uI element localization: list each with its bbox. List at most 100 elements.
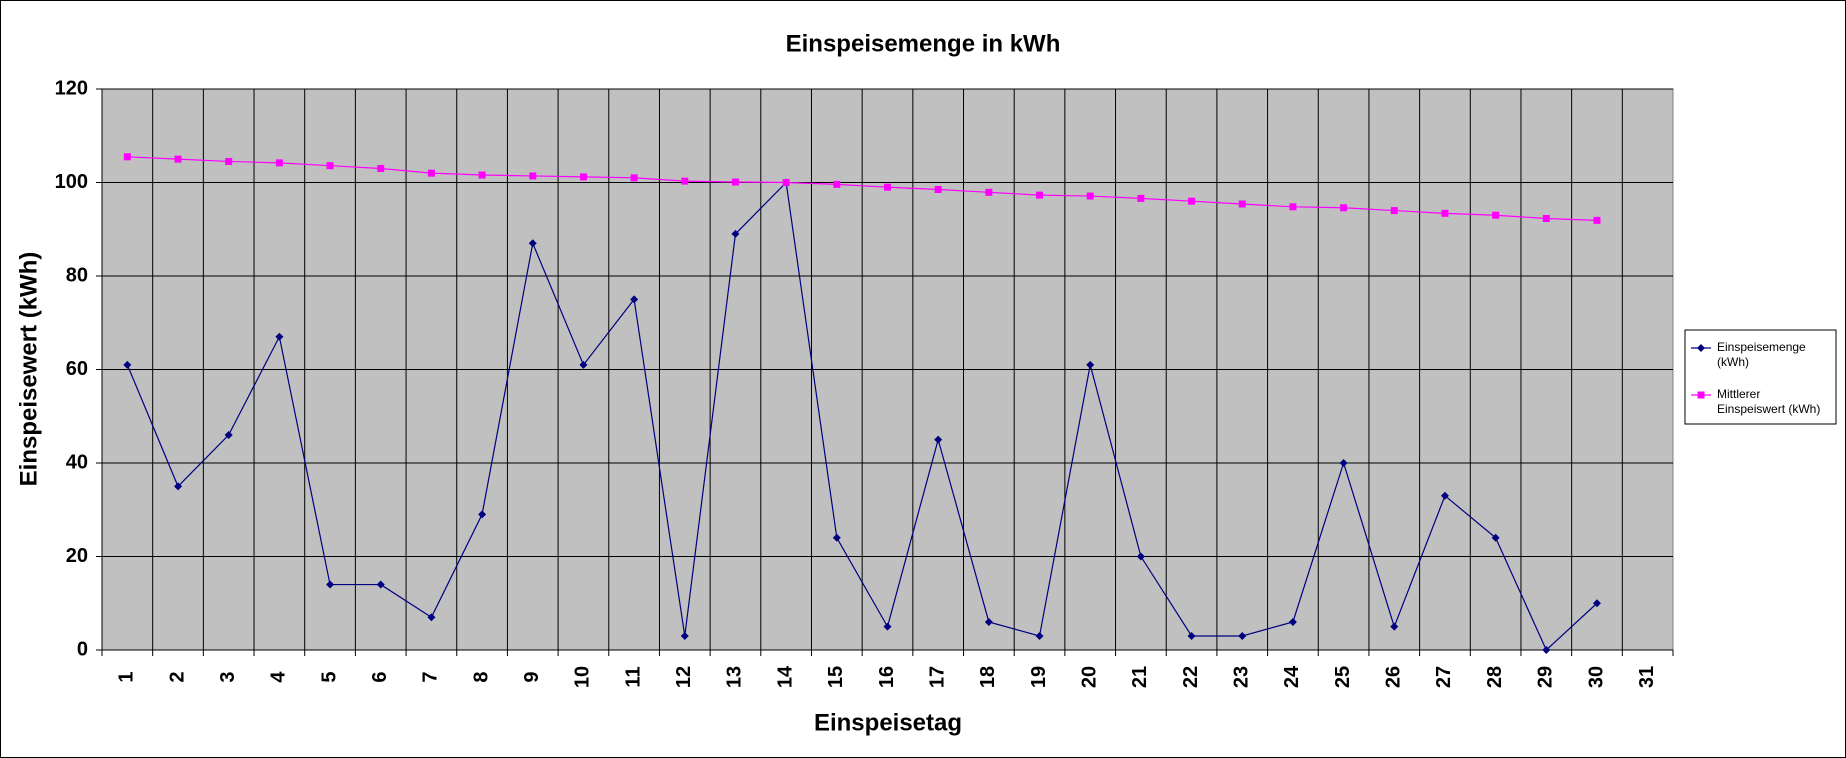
chart-title: Einspeisemenge in kWh xyxy=(786,30,1061,57)
data-point xyxy=(681,177,689,185)
x-tick-label: 15 xyxy=(825,666,847,688)
data-point xyxy=(1036,191,1044,199)
data-point xyxy=(934,435,943,444)
data-point xyxy=(1491,533,1500,542)
data-point xyxy=(174,482,183,491)
data-point xyxy=(224,430,233,439)
data-point xyxy=(680,631,689,640)
x-tick-label: 3 xyxy=(217,671,239,682)
x-tick-label: 12 xyxy=(673,666,695,688)
y-tick-label: 60 xyxy=(66,358,88,380)
x-tick-label: 18 xyxy=(977,666,999,688)
x-tick-label: 2 xyxy=(166,671,188,682)
data-point xyxy=(1440,491,1449,500)
data-point xyxy=(883,622,892,631)
data-point xyxy=(326,162,334,170)
legend-marker xyxy=(1697,344,1705,352)
data-point xyxy=(1137,194,1145,202)
series-line xyxy=(127,156,1598,221)
data-point xyxy=(326,580,335,589)
x-tick-label: 9 xyxy=(521,671,543,682)
data-point xyxy=(478,171,486,179)
data-point xyxy=(731,178,739,186)
x-tick-label: 28 xyxy=(1484,666,1506,688)
data-point xyxy=(1390,622,1399,631)
y-axis-label: Einspeisewert (kWh) xyxy=(15,252,42,487)
data-point xyxy=(1187,631,1196,640)
data-point xyxy=(1340,204,1348,212)
data-point xyxy=(630,295,639,304)
legend-label: Einspeisemenge (kWh) xyxy=(1717,340,1806,369)
data-point xyxy=(123,360,132,369)
data-point xyxy=(579,173,587,181)
data-point xyxy=(528,239,537,248)
x-tick-label: 17 xyxy=(926,666,948,688)
y-tick-label: 120 xyxy=(55,77,88,99)
x-tick-label: 1 xyxy=(116,671,138,682)
x-tick-label: 10 xyxy=(572,666,594,688)
data-point xyxy=(832,533,841,542)
x-tick-label: 23 xyxy=(1231,666,1253,688)
data-point xyxy=(1441,209,1449,217)
x-tick-label: 31 xyxy=(1636,666,1658,688)
x-tick-label: 5 xyxy=(318,671,340,682)
data-point xyxy=(376,580,385,589)
data-point xyxy=(1593,216,1601,224)
data-point xyxy=(1492,211,1500,219)
y-tick-label: 20 xyxy=(66,545,88,567)
data-point xyxy=(984,617,993,626)
data-point xyxy=(225,157,233,165)
data-point xyxy=(1136,552,1145,561)
x-tick-label: 8 xyxy=(470,671,492,682)
data-point xyxy=(1035,631,1044,640)
legend-marker xyxy=(1697,391,1705,399)
x-tick-label: 30 xyxy=(1585,666,1607,688)
data-point xyxy=(1086,192,1094,200)
data-point xyxy=(1592,599,1601,608)
data-point xyxy=(1542,646,1551,654)
data-point xyxy=(529,172,537,180)
x-axis-label: Einspeisetag xyxy=(814,709,962,736)
data-point xyxy=(579,360,588,369)
legend-box xyxy=(1684,329,1837,425)
x-tick-label: 6 xyxy=(369,671,391,682)
x-tick-label: 20 xyxy=(1078,666,1100,688)
x-tick-label: 13 xyxy=(724,666,746,688)
x-tick-label: 14 xyxy=(774,665,796,688)
x-tick-label: 19 xyxy=(1028,666,1050,688)
x-tick-label: 26 xyxy=(1383,666,1405,688)
data-point xyxy=(985,188,993,196)
data-point xyxy=(275,159,283,167)
data-point xyxy=(1238,631,1247,640)
y-tick-label: 0 xyxy=(77,638,88,660)
x-tick-label: 4 xyxy=(268,671,290,683)
x-tick-label: 29 xyxy=(1535,666,1557,688)
y-tick-label: 100 xyxy=(55,171,88,193)
data-point xyxy=(1288,617,1297,626)
x-tick-label: 24 xyxy=(1281,665,1303,688)
data-point xyxy=(630,174,638,182)
data-point xyxy=(1238,200,1246,208)
x-tick-label: 16 xyxy=(876,666,898,688)
y-tick-label: 40 xyxy=(66,451,88,473)
data-point xyxy=(1542,214,1550,222)
x-tick-label: 7 xyxy=(420,671,442,682)
series-line xyxy=(126,181,1598,652)
data-point xyxy=(1390,207,1398,215)
data-point xyxy=(275,332,284,341)
data-point xyxy=(478,510,487,519)
data-point xyxy=(934,186,942,194)
legend-label: Mittlerer Einspeiswert (kWh) xyxy=(1717,387,1820,416)
x-tick-label: 22 xyxy=(1180,666,1202,688)
data-point xyxy=(427,613,436,622)
x-tick-label: 27 xyxy=(1433,666,1455,688)
data-point xyxy=(1339,459,1348,467)
data-point xyxy=(782,179,790,186)
data-point xyxy=(1188,197,1196,205)
data-point xyxy=(123,153,131,161)
data-point xyxy=(884,183,891,191)
data-point xyxy=(1086,360,1095,369)
data-point xyxy=(427,169,435,177)
data-point xyxy=(731,229,740,238)
x-tick-label: 25 xyxy=(1332,666,1354,688)
